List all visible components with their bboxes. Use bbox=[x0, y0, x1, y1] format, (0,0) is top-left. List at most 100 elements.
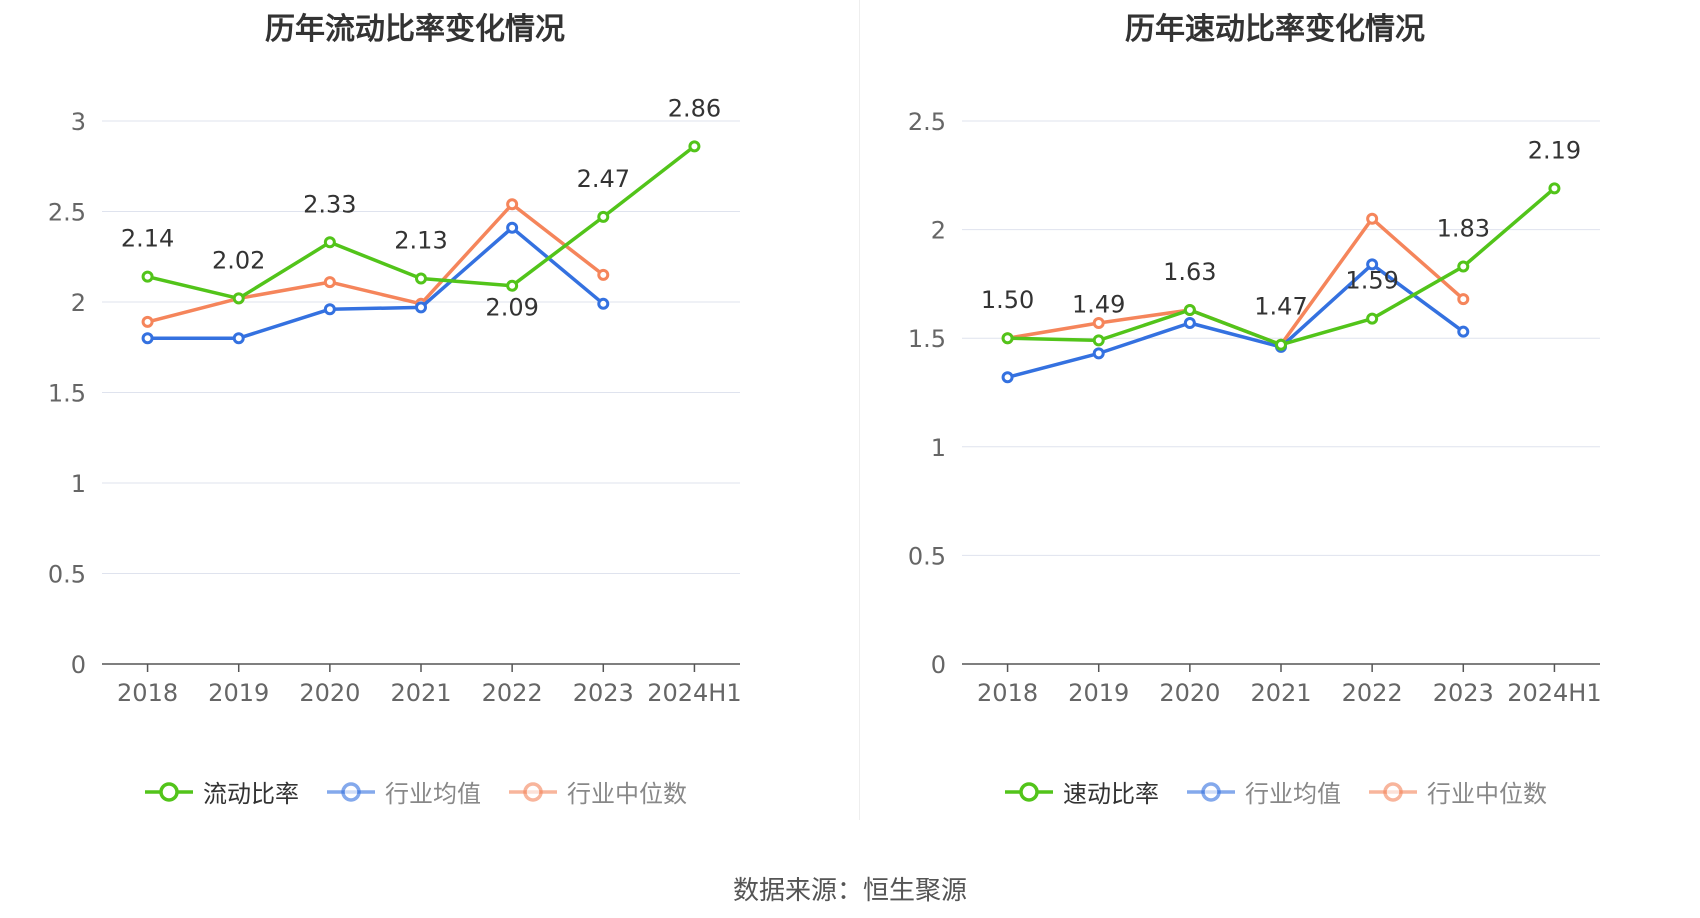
data-point bbox=[1275, 338, 1287, 351]
x-tick-label: 2022 bbox=[482, 679, 543, 707]
x-tick-label: 2021 bbox=[390, 679, 451, 707]
legend-label: 行业中位数 bbox=[1427, 780, 1547, 808]
data-point bbox=[415, 272, 427, 285]
legend-item[interactable]: 行业均值 bbox=[325, 774, 481, 809]
data-label: 1.83 bbox=[1437, 215, 1490, 243]
data-label: 2.09 bbox=[485, 294, 538, 322]
data-source-note: 数据来源：恒生聚源 bbox=[732, 876, 967, 906]
legend-label: 流动比率 bbox=[203, 780, 299, 808]
legend-marker-icon bbox=[1369, 781, 1417, 802]
data-point bbox=[1092, 347, 1105, 360]
data-point bbox=[1366, 212, 1379, 225]
data-point bbox=[1366, 312, 1379, 325]
panel-divider bbox=[859, 0, 860, 820]
x-tick-label: 2023 bbox=[1433, 679, 1494, 707]
data-point bbox=[1548, 182, 1561, 195]
legend-marker-icon bbox=[327, 781, 375, 802]
data-point bbox=[688, 140, 701, 153]
data-point bbox=[1366, 258, 1379, 271]
data-point bbox=[323, 236, 336, 249]
y-tick-label: 0.5 bbox=[48, 561, 86, 589]
data-label: 1.49 bbox=[1072, 290, 1125, 318]
legend-item[interactable]: 行业均值 bbox=[1185, 774, 1341, 809]
y-tick-label: 2.5 bbox=[908, 108, 946, 136]
legend-item[interactable]: 速动比率 bbox=[1003, 774, 1159, 809]
data-point bbox=[506, 221, 519, 234]
y-tick-label: 2 bbox=[931, 217, 946, 245]
data-point bbox=[1457, 293, 1470, 306]
series-line bbox=[147, 202, 605, 324]
x-tick-label: 2021 bbox=[1250, 679, 1311, 707]
data-point bbox=[1092, 334, 1105, 347]
x-tick-label: 2018 bbox=[117, 679, 178, 707]
data-label: 1.47 bbox=[1254, 293, 1307, 321]
legend-item[interactable]: 行业中位数 bbox=[507, 774, 687, 809]
y-tick-label: 2.5 bbox=[48, 199, 86, 227]
data-label: 2.14 bbox=[121, 225, 174, 253]
legend-label: 行业中位数 bbox=[567, 780, 687, 808]
series-line bbox=[1007, 186, 1556, 347]
legend-label: 行业均值 bbox=[1245, 780, 1341, 808]
data-point bbox=[415, 301, 427, 314]
legend-label: 速动比率 bbox=[1063, 780, 1159, 808]
data-point bbox=[1092, 316, 1105, 329]
y-tick-label: 0 bbox=[71, 651, 86, 679]
data-label: 2.19 bbox=[1528, 136, 1581, 164]
data-point bbox=[1001, 371, 1014, 384]
data-label: 2.02 bbox=[212, 246, 265, 274]
data-point bbox=[141, 315, 154, 328]
data-label: 2.33 bbox=[303, 190, 356, 218]
legend-label: 行业均值 bbox=[385, 780, 481, 808]
y-tick-label: 0 bbox=[931, 651, 946, 679]
chart-legend: 速动比率 行业均值 行业中位数 bbox=[860, 774, 1690, 809]
data-point bbox=[141, 332, 154, 345]
y-tick-label: 3 bbox=[71, 108, 86, 136]
legend-circle bbox=[341, 781, 361, 802]
data-label: 2.86 bbox=[668, 94, 721, 122]
data-point bbox=[506, 279, 519, 292]
legend-circle bbox=[523, 781, 543, 802]
quick-ratio-plot: 0 0.5 1 1.5 2 2.5 2018 2019 2020 2021 2022 2023 2024… bbox=[908, 108, 1602, 707]
chart-title: 历年速动比率变化情况 bbox=[1125, 12, 1425, 47]
legend-circle bbox=[159, 781, 179, 802]
x-tick-label: 2022 bbox=[1342, 679, 1403, 707]
legend-circle bbox=[1019, 781, 1039, 802]
x-tick-label: 2024H1 bbox=[1507, 679, 1601, 707]
series-line bbox=[147, 226, 605, 340]
legend-marker-icon bbox=[1005, 781, 1053, 802]
data-point bbox=[323, 276, 336, 289]
data-point bbox=[1183, 316, 1196, 329]
data-point bbox=[1457, 325, 1470, 338]
current-ratio-chart: 历年流动比率变化情况 0 0.5 1 1.5 2 2.5 3 2018 2019 2020 2021… bbox=[0, 0, 850, 820]
x-tick-label: 2019 bbox=[208, 679, 269, 707]
data-label: 1.59 bbox=[1345, 267, 1398, 295]
legend-item[interactable]: 流动比率 bbox=[143, 774, 299, 809]
data-label: 1.63 bbox=[1163, 258, 1216, 286]
data-point bbox=[141, 270, 154, 283]
y-tick-label: 1.5 bbox=[48, 380, 86, 408]
data-point bbox=[506, 198, 519, 211]
legend-circle bbox=[1383, 781, 1403, 802]
y-tick-label: 1 bbox=[71, 470, 86, 498]
data-point bbox=[232, 292, 245, 305]
series-line bbox=[1007, 262, 1465, 379]
data-point bbox=[597, 268, 610, 281]
data-point bbox=[323, 303, 336, 316]
data-label: 2.47 bbox=[577, 165, 630, 193]
x-tick-label: 2018 bbox=[977, 679, 1038, 707]
x-tick-label: 2020 bbox=[1159, 679, 1220, 707]
x-tick-label: 2024H1 bbox=[647, 679, 741, 707]
x-tick-label: 2023 bbox=[573, 679, 634, 707]
chart-legend: 流动比率 行业均值 行业中位数 bbox=[0, 774, 830, 809]
y-tick-label: 2 bbox=[71, 289, 86, 317]
data-label: 2.13 bbox=[394, 226, 447, 254]
legend-circle bbox=[1201, 781, 1221, 802]
legend-marker-icon bbox=[509, 781, 557, 802]
legend-marker-icon bbox=[1187, 781, 1235, 802]
legend-marker-icon bbox=[145, 781, 193, 802]
legend-item[interactable]: 行业中位数 bbox=[1367, 774, 1547, 809]
current-ratio-plot: 0 0.5 1 1.5 2 2.5 3 2018 2019 2020 2021 2022 2023 202… bbox=[48, 94, 742, 707]
y-tick-label: 1 bbox=[931, 434, 946, 462]
data-point bbox=[1001, 332, 1014, 345]
quick-ratio-chart: 历年速动比率变化情况 0 0.5 1 1.5 2 2.5 2018 2019 2020 2021 2… bbox=[860, 0, 1700, 820]
